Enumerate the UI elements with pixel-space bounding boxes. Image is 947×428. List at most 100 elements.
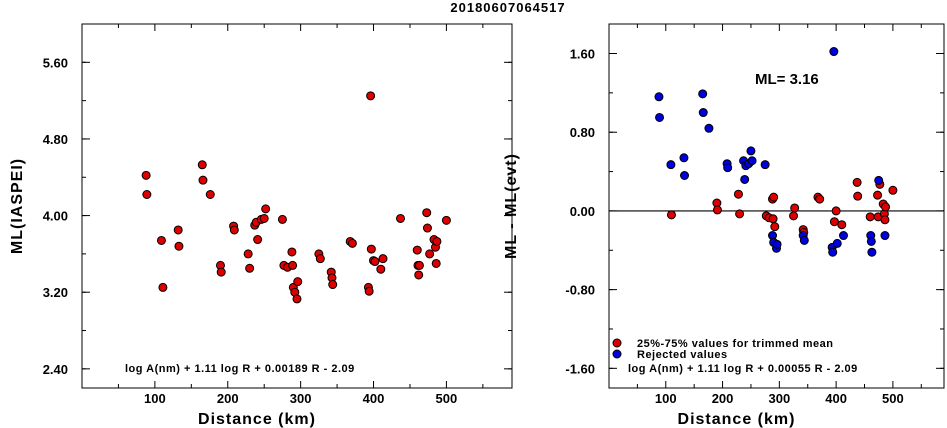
data-point (156, 235, 166, 245)
legend-marker (612, 349, 622, 359)
data-point (412, 245, 422, 255)
data-point (347, 238, 357, 248)
data-point (888, 185, 898, 195)
data-point (770, 222, 780, 232)
data-point (432, 236, 442, 246)
y-tick-label: 2.40 (43, 362, 68, 377)
data-point (422, 208, 432, 218)
legend-label: 25%-75% values for trimmed mean (637, 338, 833, 350)
x-axis-label: Distance (km) (198, 411, 316, 428)
data-point (873, 190, 883, 200)
data-point (655, 112, 665, 122)
plot-frame (81, 23, 513, 389)
data-point (837, 220, 847, 230)
data-point (158, 282, 168, 292)
data-point (654, 92, 664, 102)
data-point (829, 47, 839, 57)
data-point (370, 257, 380, 267)
data-point (422, 223, 432, 233)
data-point (698, 108, 708, 118)
y-tick-label: 4.00 (43, 209, 68, 224)
data-point (197, 160, 207, 170)
data-point (245, 263, 255, 273)
data-point (747, 156, 757, 166)
data-point (141, 170, 151, 180)
data-point (740, 174, 750, 184)
data-point (698, 89, 708, 99)
data-point (431, 258, 441, 268)
data-point (261, 204, 271, 214)
y-tick-label: 0.80 (570, 125, 595, 140)
data-point (376, 264, 386, 274)
x-tick-label: 100 (655, 391, 677, 406)
data-point (288, 260, 298, 270)
data-point (414, 260, 424, 270)
x-tick-label: 400 (363, 391, 385, 406)
x-axis-label: Distance (km) (678, 411, 796, 428)
data-point (328, 280, 338, 290)
y-tick-label: -1.60 (565, 361, 595, 376)
x-tick-label: 500 (436, 391, 458, 406)
formula-annotation: log A(nm) + 1.11 log R + 0.00055 R - 2.0… (628, 363, 858, 375)
data-point (880, 231, 890, 241)
data-point (229, 225, 239, 235)
ml-residual-panel: 100 200 300 400 500 -1.60 -0.80 0.00 0.80 1.60 Dis… (503, 23, 945, 428)
data-point (853, 191, 863, 201)
data-point (769, 192, 779, 202)
data-point (315, 254, 325, 264)
data-point (828, 247, 838, 257)
data-point (712, 205, 722, 215)
data-point (666, 160, 676, 170)
legend-label: Rejected values (637, 349, 728, 361)
data-point (772, 239, 782, 249)
y-tick-label: 0.00 (570, 204, 595, 219)
plot-frame (608, 23, 945, 389)
data-point (865, 212, 875, 222)
y-tick-label: 1.60 (570, 47, 595, 62)
data-point (364, 286, 374, 296)
y-axis-label: ML - ML(evt) (503, 153, 520, 259)
data-point (880, 215, 890, 225)
data-point (680, 171, 690, 181)
x-tick-label: 200 (217, 391, 239, 406)
data-point (852, 177, 862, 187)
x-tick-label: 200 (712, 391, 734, 406)
data-point (174, 241, 184, 251)
data-point (760, 160, 770, 170)
data-point (881, 202, 891, 212)
data-point (733, 189, 743, 199)
x-tick-label: 300 (768, 391, 790, 406)
y-tick-label: -0.80 (565, 283, 595, 298)
data-point (866, 236, 876, 246)
data-point (287, 247, 297, 257)
data-point (829, 217, 839, 227)
data-point (441, 215, 451, 225)
data-point (832, 238, 842, 248)
y-axis-label: ML(IASPEI) (9, 158, 26, 254)
x-tick-label: 100 (144, 391, 166, 406)
x-tick-label: 400 (825, 391, 847, 406)
formula-annotation: log A(nm) + 1.11 log R + 0.00189 R - 2.0… (125, 363, 355, 375)
x-tick-label: 300 (290, 391, 312, 406)
y-tick-label: 5.60 (43, 55, 68, 70)
data-point (723, 163, 733, 173)
data-point (205, 190, 215, 200)
data-point (366, 91, 376, 101)
data-point (789, 211, 799, 221)
x-tick-label: 500 (882, 391, 904, 406)
data-point (259, 213, 269, 223)
data-point (142, 190, 152, 200)
data-point (768, 214, 778, 224)
ml-value-label: ML= 3.16 (755, 71, 819, 88)
y-tick-label: 3.20 (43, 285, 68, 300)
data-point (425, 249, 435, 259)
ml-iaspei-panel: 100 200 300 400 500 2.40 3.20 4.00 4.80 5.60 Dista… (9, 23, 513, 428)
data-point (243, 249, 253, 259)
data-point (679, 153, 689, 163)
data-point (414, 270, 424, 280)
data-point (799, 235, 809, 245)
data-point (292, 294, 302, 304)
data-point (395, 213, 405, 223)
data-point (216, 267, 226, 277)
data-point (293, 277, 303, 287)
